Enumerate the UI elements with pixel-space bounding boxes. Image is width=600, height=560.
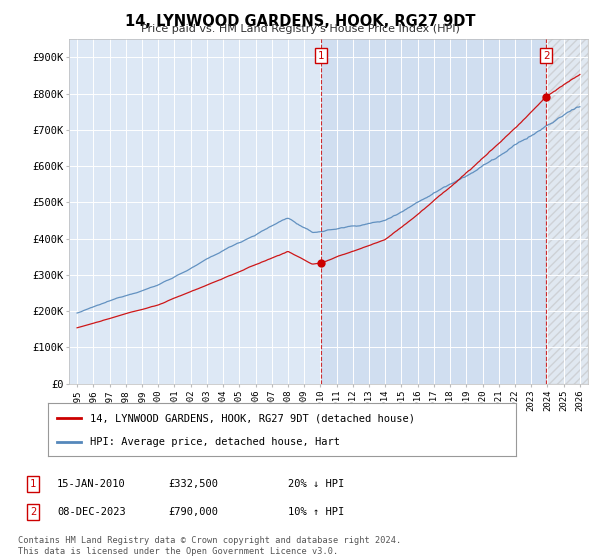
Bar — [547, 39, 588, 384]
Text: 10% ↑ HPI: 10% ↑ HPI — [288, 507, 344, 517]
Bar — [321, 39, 547, 384]
Text: 1: 1 — [30, 479, 36, 489]
Text: £332,500: £332,500 — [168, 479, 218, 489]
Text: 2: 2 — [30, 507, 36, 517]
Text: £790,000: £790,000 — [168, 507, 218, 517]
Text: 14, LYNWOOD GARDENS, HOOK, RG27 9DT: 14, LYNWOOD GARDENS, HOOK, RG27 9DT — [125, 14, 475, 29]
Text: 08-DEC-2023: 08-DEC-2023 — [57, 507, 126, 517]
Bar — [547, 39, 588, 384]
Text: HPI: Average price, detached house, Hart: HPI: Average price, detached house, Hart — [90, 436, 340, 446]
Text: 2: 2 — [543, 50, 550, 60]
Text: Price paid vs. HM Land Registry's House Price Index (HPI): Price paid vs. HM Land Registry's House … — [140, 24, 460, 34]
Text: 15-JAN-2010: 15-JAN-2010 — [57, 479, 126, 489]
Text: 1: 1 — [318, 50, 325, 60]
Text: 20% ↓ HPI: 20% ↓ HPI — [288, 479, 344, 489]
Text: 14, LYNWOOD GARDENS, HOOK, RG27 9DT (detached house): 14, LYNWOOD GARDENS, HOOK, RG27 9DT (det… — [90, 413, 415, 423]
Text: Contains HM Land Registry data © Crown copyright and database right 2024.
This d: Contains HM Land Registry data © Crown c… — [18, 536, 401, 556]
